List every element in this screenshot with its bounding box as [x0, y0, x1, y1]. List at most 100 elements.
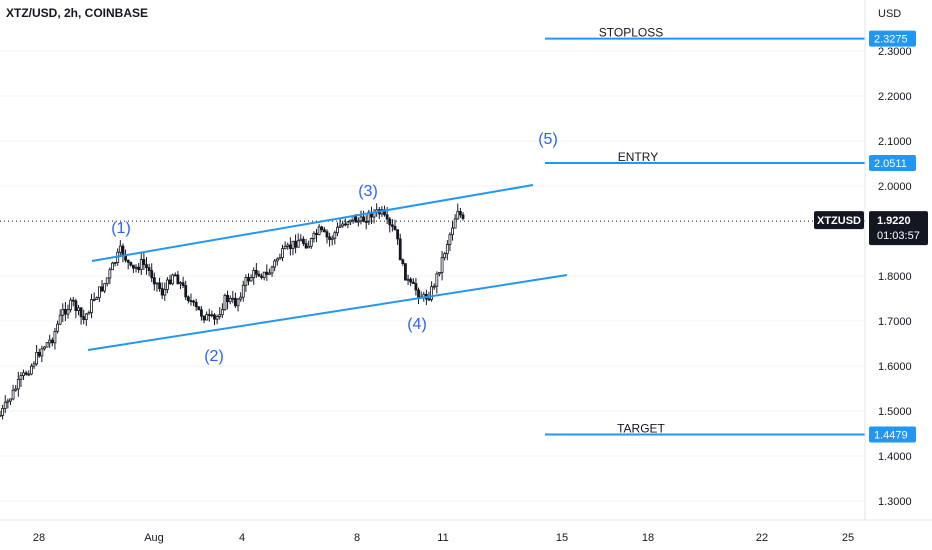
- candle-body: [63, 308, 67, 315]
- candle-body: [100, 286, 104, 292]
- candle-body: [58, 314, 62, 325]
- candle-body: [45, 342, 49, 348]
- time-tick-label: Aug: [144, 532, 164, 544]
- candle-body: [24, 372, 28, 375]
- candle-body: [171, 274, 175, 285]
- candle-body: [432, 285, 436, 288]
- price-tick-label: 2.2000: [878, 91, 912, 103]
- candle-body: [338, 225, 342, 228]
- candle-body: [333, 232, 337, 239]
- candle-body: [3, 401, 7, 409]
- candle-body: [147, 267, 151, 272]
- candle-body: [77, 307, 80, 312]
- wave-labels: (1) (2) (3) (4) (5): [111, 131, 558, 365]
- candle-body: [362, 216, 365, 222]
- candle-body: [414, 283, 418, 291]
- candle-body: [265, 271, 269, 275]
- countdown-text: 01:03:57: [877, 230, 920, 242]
- candle-body: [218, 314, 222, 317]
- price-tick-label: 1.7000: [878, 316, 912, 328]
- candle-body: [427, 298, 431, 301]
- candle-body: [43, 346, 46, 350]
- candle-body: [315, 232, 318, 236]
- candle-body: [302, 238, 305, 244]
- candle-body: [113, 262, 117, 264]
- candle-body: [9, 398, 12, 402]
- wave-label-5: (5): [538, 131, 558, 148]
- candle-body: [388, 218, 392, 226]
- candle-body: [270, 266, 274, 274]
- candle-body: [273, 260, 277, 268]
- candle-body: [223, 294, 227, 311]
- entry-price-tag: [869, 155, 916, 172]
- candle-body: [121, 245, 125, 256]
- candle-body: [396, 229, 400, 240]
- symbol-tag: [814, 211, 864, 230]
- time-tick-label: 18: [642, 532, 654, 544]
- wave-label-2: (2): [204, 348, 224, 365]
- candle-body: [200, 309, 203, 317]
- entry-price-tag-text: 2.0511: [874, 158, 907, 170]
- candle-body: [438, 272, 441, 275]
- candle-body: [50, 339, 54, 344]
- candle-body: [398, 238, 402, 261]
- candle-body: [417, 289, 420, 298]
- candle-body: [325, 231, 329, 238]
- candle-body: [184, 285, 188, 298]
- candle-body: [215, 316, 219, 320]
- target-label: TARGET: [617, 421, 665, 435]
- candle-body: [249, 276, 253, 282]
- candle-body: [194, 301, 198, 308]
- candle-body: [166, 279, 169, 290]
- stoploss-price-tag-text: 2.3275: [874, 34, 908, 46]
- candle-body: [236, 298, 240, 307]
- candle-body: [202, 315, 206, 321]
- candle-body: [176, 274, 180, 285]
- candle-body: [207, 314, 211, 317]
- candle-body: [294, 240, 297, 248]
- horizontal-levels[interactable]: STOPLOSS ENTRY TARGET: [545, 26, 865, 436]
- time-tick-label: 15: [556, 532, 568, 544]
- candle-body: [168, 279, 172, 285]
- candle-body: [411, 281, 415, 284]
- candle-body: [409, 278, 413, 283]
- candle-body: [304, 243, 308, 249]
- candle-body: [108, 269, 112, 279]
- time-scale[interactable]: 28 Aug 4 8 11 15 18 22 25: [33, 532, 854, 544]
- candle-body: [0, 415, 2, 417]
- candle-body: [145, 264, 148, 269]
- candle-body: [61, 308, 65, 316]
- price-tags: 2.3275 2.0511 1.4479 XTZUSD 1.9220 01:03:57: [814, 30, 928, 443]
- candle-body: [328, 236, 331, 240]
- candle-body: [53, 331, 57, 344]
- chart-title: XTZ/USD, 2h, COINBASE: [6, 6, 149, 20]
- trend-channel[interactable]: [87, 184, 568, 351]
- candle-body: [343, 223, 347, 226]
- time-tick-label: 28: [33, 532, 45, 544]
- candle-body: [139, 259, 143, 271]
- candle-body: [71, 299, 75, 302]
- candle-body: [84, 313, 88, 320]
- price-tick-label: 2.3000: [878, 46, 912, 58]
- candle-body: [173, 274, 177, 277]
- price-tick-label: 1.3000: [878, 496, 912, 508]
- candle-body: [252, 270, 256, 278]
- price-tick-label: 1.5000: [878, 406, 912, 418]
- candle-series: [0, 203, 465, 420]
- price-tick-label: 1.8000: [878, 271, 912, 283]
- candle-body: [205, 314, 209, 321]
- target-price-tag-text: 1.4479: [874, 429, 908, 441]
- candle-body: [247, 277, 250, 282]
- candle-body: [27, 373, 31, 376]
- candle-body: [69, 299, 73, 311]
- candle-body: [367, 211, 371, 223]
- candle-body: [309, 238, 313, 247]
- time-tick-label: 25: [842, 532, 854, 544]
- price-scale[interactable]: 2.3000 2.2000 2.1000 2.0000 1.8000 1.7000 1.60…: [878, 46, 912, 508]
- candle-body: [160, 288, 164, 296]
- candle-body: [257, 273, 261, 277]
- candle-body: [239, 296, 243, 300]
- channel-upper-line: [91, 184, 534, 262]
- time-tick-label: 11: [437, 532, 448, 544]
